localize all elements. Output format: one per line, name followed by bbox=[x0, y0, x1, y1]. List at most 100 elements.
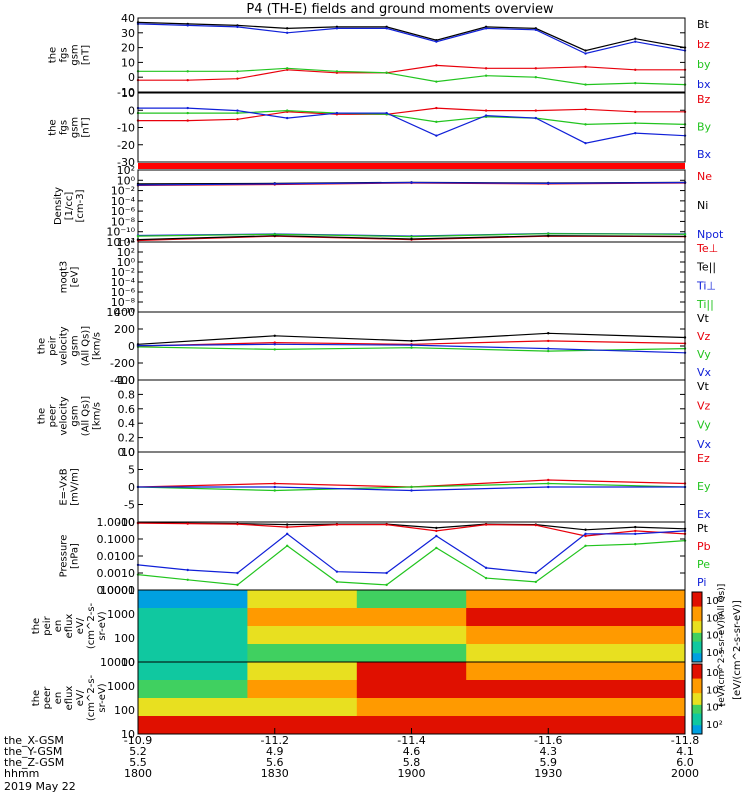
legend-entry: Pb bbox=[697, 540, 711, 553]
y-tick-label: 10⁻² bbox=[111, 185, 135, 198]
colorbar-cell bbox=[692, 678, 702, 682]
legend-entry: Ne bbox=[697, 170, 712, 183]
data-point bbox=[186, 119, 189, 122]
colorbar-cell bbox=[692, 606, 702, 610]
axis-row-value: 5.6 bbox=[266, 756, 284, 769]
heatmap-cell bbox=[575, 644, 686, 663]
heatmap-cell bbox=[138, 590, 248, 609]
data-point bbox=[435, 120, 438, 124]
data-point bbox=[584, 141, 587, 145]
data-point bbox=[484, 67, 488, 70]
data-point bbox=[410, 237, 413, 241]
colorbar-cell bbox=[692, 716, 702, 720]
heatmap-cell bbox=[247, 608, 358, 627]
data-point bbox=[410, 235, 413, 238]
data-point bbox=[534, 28, 538, 32]
colorbar-cell bbox=[692, 728, 702, 732]
heatmap-cell bbox=[575, 716, 686, 735]
axis-row-value: -11.2 bbox=[261, 734, 289, 747]
data-point bbox=[584, 65, 587, 69]
data-point bbox=[236, 522, 239, 526]
data-point bbox=[547, 482, 550, 485]
y-axis-label-line: E=-VxB bbox=[59, 468, 70, 505]
data-point bbox=[584, 123, 587, 126]
data-point bbox=[186, 106, 189, 110]
y-axis-label: thepeirenefluxeV/(cm^2-s-sr-eV) bbox=[31, 602, 108, 649]
legend-entry: Vx bbox=[697, 438, 712, 451]
y-axis-label: E=-VxB[mV/m] bbox=[59, 468, 81, 506]
data-point bbox=[584, 528, 587, 531]
legend-entry: bx bbox=[697, 78, 711, 91]
chart-title: P4 (TH-E) fields and ground moments over… bbox=[246, 2, 554, 17]
colorbar-cell bbox=[692, 615, 702, 619]
y-tick-label: -200 bbox=[110, 357, 135, 370]
y-axis-label-line: fgs bbox=[59, 47, 70, 62]
series-line-Bx bbox=[138, 107, 686, 144]
data-point bbox=[534, 523, 538, 527]
panel-6: thepeervelocitygsm(All Qs)][km/s 1.00.8 0.… bbox=[37, 374, 712, 459]
y-axis-label-line: [km/s bbox=[92, 402, 103, 430]
series-line-bz bbox=[138, 64, 685, 81]
y-tick-label: 0.0001 bbox=[97, 584, 136, 597]
colorbar-cell bbox=[692, 641, 702, 645]
y-tick-label: 10⁻⁸ bbox=[111, 296, 136, 309]
colorbar-cell bbox=[692, 653, 702, 657]
heatmap-cell bbox=[466, 608, 577, 627]
y-tick-label: 10⁻¹⁰ bbox=[106, 306, 135, 319]
y-axis-label-line: the bbox=[48, 119, 59, 135]
data-point bbox=[484, 74, 488, 77]
data-point bbox=[484, 566, 488, 570]
panel-9: thepeirenefluxeV/(cm^2-s-sr-eV)100001000… bbox=[31, 584, 686, 669]
y-axis-label-line: [nPa] bbox=[70, 543, 81, 569]
y-axis-label-line: [eV] bbox=[70, 267, 81, 288]
data-point bbox=[186, 522, 189, 525]
data-point bbox=[236, 109, 239, 112]
heatmap-cell bbox=[138, 662, 248, 681]
legend-entry: bz bbox=[697, 38, 710, 51]
legend-entry: Ex bbox=[697, 508, 711, 521]
y-axis-label-line: [1/cc] bbox=[64, 192, 75, 221]
colorbar-tick-label: 10⁸ bbox=[706, 668, 723, 679]
heatmap-cell bbox=[466, 662, 577, 681]
data-point bbox=[236, 571, 239, 575]
y-tick-label: 10 bbox=[121, 446, 135, 459]
heatmap-cell bbox=[466, 590, 577, 609]
data-point bbox=[285, 109, 289, 112]
data-point bbox=[236, 118, 239, 121]
heatmap-cell bbox=[138, 626, 248, 645]
series-line-By bbox=[138, 109, 686, 126]
colorbar-cell bbox=[692, 725, 702, 729]
colorbar-cell bbox=[692, 624, 702, 628]
data-point bbox=[385, 523, 388, 526]
colorbar-cell bbox=[692, 719, 702, 723]
axis-row-value: 1830 bbox=[261, 767, 289, 780]
colorbar-tick-label: 10⁸ bbox=[706, 596, 723, 607]
y-axis-label-line: fgs bbox=[59, 120, 70, 135]
data-point bbox=[273, 343, 276, 346]
y-tick-label: 10⁻⁴ bbox=[111, 195, 136, 208]
y-tick-label: 0.2 bbox=[118, 432, 136, 445]
data-point bbox=[335, 27, 339, 30]
colorbar-cell bbox=[692, 696, 702, 700]
status-bar bbox=[138, 163, 685, 169]
legend-entry: Ez bbox=[697, 452, 710, 465]
colorbar-cell bbox=[692, 647, 702, 651]
y-tick-label: 10 bbox=[121, 728, 135, 741]
colorbar-cell bbox=[692, 731, 702, 735]
y-tick-label: 30 bbox=[121, 27, 135, 40]
legend-entry: Te|| bbox=[696, 261, 716, 274]
data-point bbox=[584, 532, 587, 536]
colorbar-cell bbox=[692, 627, 702, 631]
y-axis-label-line: gsm bbox=[70, 44, 81, 65]
colorbar-cell bbox=[692, 684, 702, 688]
legend-entry: Te⊥ bbox=[696, 242, 718, 255]
y-axis-label: thepeerenefluxeV/(cm^2-s-sr-eV) bbox=[31, 674, 108, 721]
y-axis-label-line: Density bbox=[53, 187, 64, 225]
heatmap-cell bbox=[356, 698, 467, 717]
axis-row-value: 4.6 bbox=[403, 745, 421, 758]
y-axis-label: moqt3[eV] bbox=[59, 261, 81, 294]
legend-entry: Vx bbox=[697, 366, 712, 379]
colorbar-cell bbox=[692, 681, 702, 685]
axis-row-value: 2000 bbox=[671, 767, 699, 780]
y-tick-label: 10⁻¹² bbox=[106, 236, 135, 249]
